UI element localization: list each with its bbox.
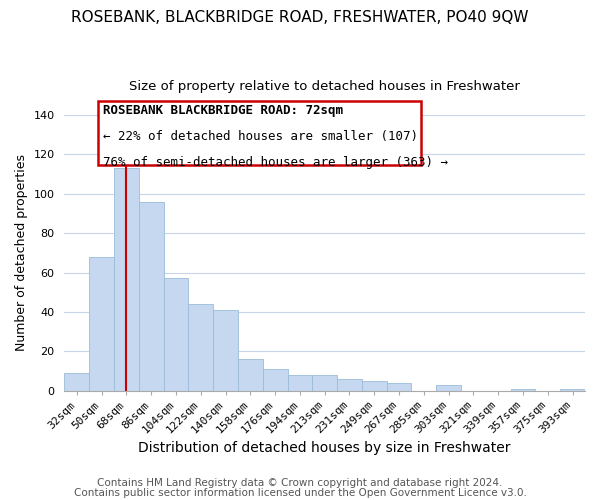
Bar — [114, 168, 139, 390]
Text: ROSEBANK BLACKBRIDGE ROAD: 72sqm: ROSEBANK BLACKBRIDGE ROAD: 72sqm — [103, 104, 343, 117]
Bar — [238, 359, 263, 390]
Title: Size of property relative to detached houses in Freshwater: Size of property relative to detached ho… — [129, 80, 520, 93]
Text: 76% of semi-detached houses are larger (363) →: 76% of semi-detached houses are larger (… — [103, 156, 448, 170]
Bar — [511, 388, 535, 390]
Bar — [337, 379, 362, 390]
Bar — [164, 278, 188, 390]
Bar — [188, 304, 213, 390]
Text: ← 22% of detached houses are smaller (107): ← 22% of detached houses are smaller (10… — [103, 130, 418, 143]
Bar — [213, 310, 238, 390]
Bar — [89, 257, 114, 390]
Bar — [313, 375, 337, 390]
Text: ROSEBANK, BLACKBRIDGE ROAD, FRESHWATER, PO40 9QW: ROSEBANK, BLACKBRIDGE ROAD, FRESHWATER, … — [71, 10, 529, 25]
Bar — [386, 383, 412, 390]
Bar — [436, 385, 461, 390]
Bar — [560, 388, 585, 390]
Bar — [64, 373, 89, 390]
Bar — [263, 369, 287, 390]
Bar — [287, 375, 313, 390]
Text: Contains public sector information licensed under the Open Government Licence v3: Contains public sector information licen… — [74, 488, 526, 498]
Bar — [362, 381, 386, 390]
X-axis label: Distribution of detached houses by size in Freshwater: Distribution of detached houses by size … — [139, 441, 511, 455]
Y-axis label: Number of detached properties: Number of detached properties — [15, 154, 28, 352]
Bar — [139, 202, 164, 390]
Text: Contains HM Land Registry data © Crown copyright and database right 2024.: Contains HM Land Registry data © Crown c… — [97, 478, 503, 488]
FancyBboxPatch shape — [98, 101, 421, 164]
